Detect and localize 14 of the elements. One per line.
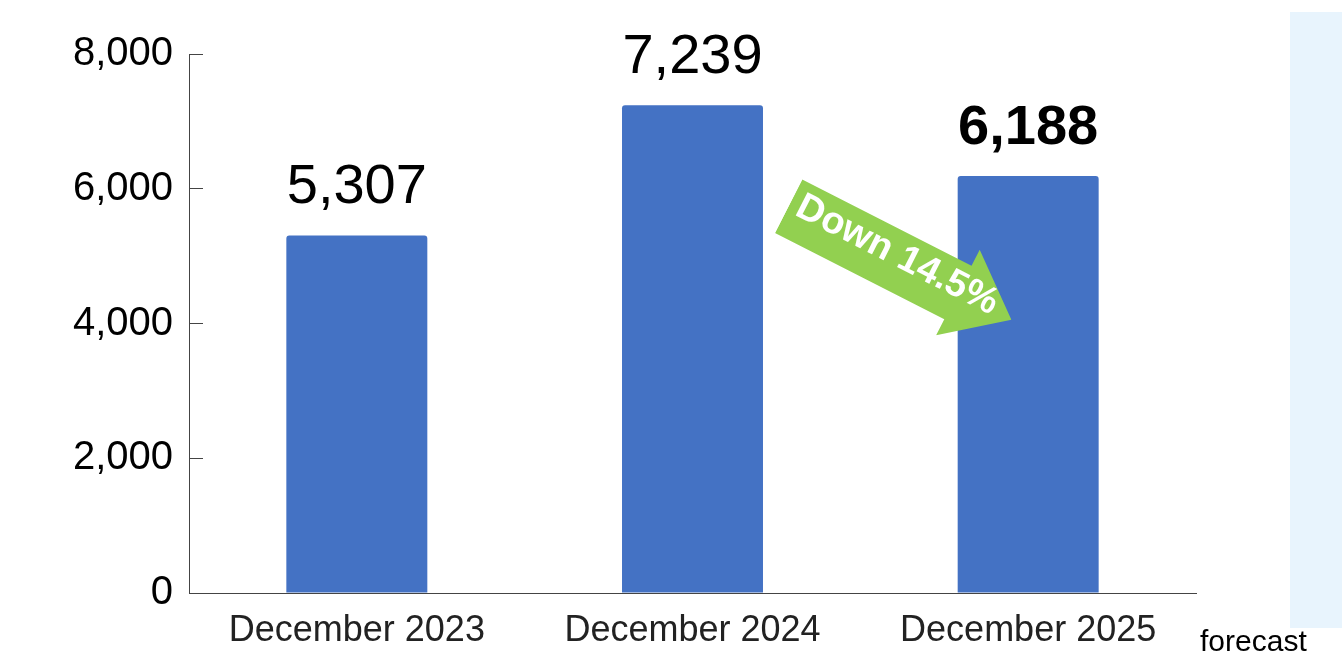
y-tick-label: 6,000 — [72, 163, 173, 208]
x-tick-label: December 2023 — [228, 607, 485, 649]
x-tick-label: December 2025 — [900, 607, 1157, 649]
data-label: 6,188 — [958, 92, 1099, 156]
data-label: 7,239 — [622, 21, 763, 85]
bar — [622, 105, 763, 593]
y-tick-label: 0 — [150, 568, 173, 613]
y-tick-label: 8,000 — [72, 29, 173, 74]
y-tick-label: 4,000 — [72, 298, 173, 343]
data-label: 5,307 — [286, 151, 427, 215]
bar — [286, 235, 428, 593]
text: forecast — [1200, 624, 1307, 658]
y-tick-label: 2,000 — [72, 433, 173, 478]
x-tick-label: December 2024 — [564, 607, 821, 649]
